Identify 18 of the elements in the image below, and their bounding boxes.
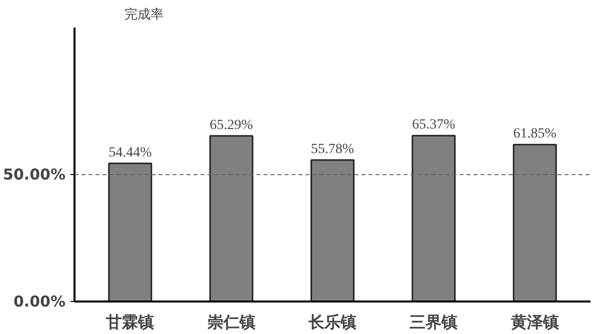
x-tick-label: 崇仁镇 [206, 312, 256, 332]
data-label: 55.78% [310, 142, 354, 157]
x-tick-label: 三界镇 [410, 312, 458, 332]
data-label: 54.44% [108, 145, 152, 160]
bar [512, 144, 557, 302]
y-axis-title: 完成率 [124, 6, 164, 22]
bar [412, 134, 456, 302]
data-label: 65.29% [210, 118, 254, 133]
bar [108, 162, 152, 302]
x-tick-label: 甘霖镇 [105, 312, 154, 332]
y-tick-label: 50.00% [3, 166, 66, 184]
bar [209, 135, 254, 302]
x-tick-label: 黄泽镇 [510, 312, 559, 332]
data-label: 61.85% [513, 126, 557, 142]
bar [310, 159, 354, 302]
x-tick-label: 长乐镇 [308, 312, 356, 332]
y-tick-label: 0.00% [13, 292, 66, 310]
data-label: 65.37% [412, 118, 456, 133]
